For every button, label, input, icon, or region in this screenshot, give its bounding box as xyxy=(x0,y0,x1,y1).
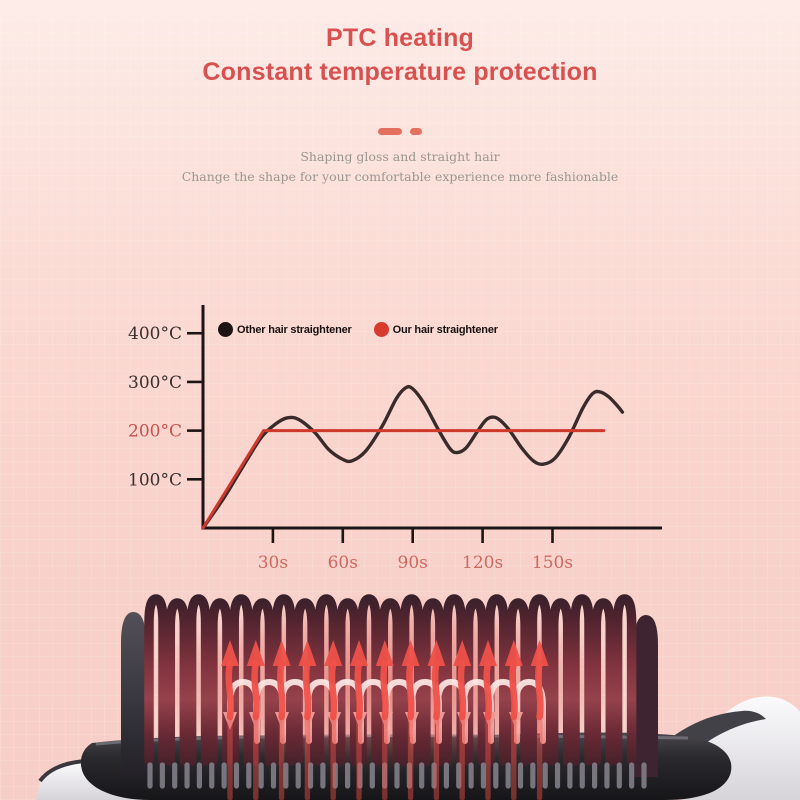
legend-item-other: Other hair straightener xyxy=(218,322,352,337)
bristle-loops xyxy=(144,594,637,766)
svg-text:150s: 150s xyxy=(532,553,573,573)
dash-short xyxy=(410,128,422,135)
svg-text:60s: 60s xyxy=(328,553,358,573)
page-subtitle: Constant temperature protection xyxy=(202,58,598,86)
legend-item-our: Our hair straightener xyxy=(373,322,498,337)
legend-label-other: Other hair straightener xyxy=(237,323,352,336)
svg-text:120s: 120s xyxy=(462,553,503,573)
brush-end-cap-left xyxy=(121,612,146,777)
temperature-line-chart: 100°C 200°C 300°C 400°C 30s 60s 90s 120s 150s xyxy=(128,305,662,573)
svg-text:300°C: 300°C xyxy=(128,373,182,393)
svg-text:30s: 30s xyxy=(258,553,288,573)
page-title: PTC heating xyxy=(325,24,475,52)
svg-text:100°C: 100°C xyxy=(128,470,182,490)
intro-text: Shaping gloss and straight hair Change t… xyxy=(0,147,800,187)
product-image xyxy=(36,594,800,800)
chart-legend: Other hair straightener Our hair straigh… xyxy=(218,322,498,337)
legend-label-our: Our hair straightener xyxy=(392,323,498,336)
dash-long xyxy=(378,128,402,135)
legend-dot-red xyxy=(373,322,389,337)
svg-text:90s: 90s xyxy=(398,553,428,573)
brush-end-cap-right xyxy=(634,615,658,777)
intro-line-1: Shaping gloss and straight hair xyxy=(300,149,500,164)
legend-dot-black xyxy=(218,322,233,337)
svg-text:200°C: 200°C xyxy=(128,422,182,442)
intro-line-2: Change the shape for your comfortable ex… xyxy=(181,169,619,184)
heat-up-arrows xyxy=(221,640,549,800)
divider-dashes xyxy=(0,128,800,135)
svg-text:400°C: 400°C xyxy=(128,324,182,344)
header: PTC heating Constant temperature protect… xyxy=(0,21,800,89)
bristle-tips xyxy=(147,762,647,789)
